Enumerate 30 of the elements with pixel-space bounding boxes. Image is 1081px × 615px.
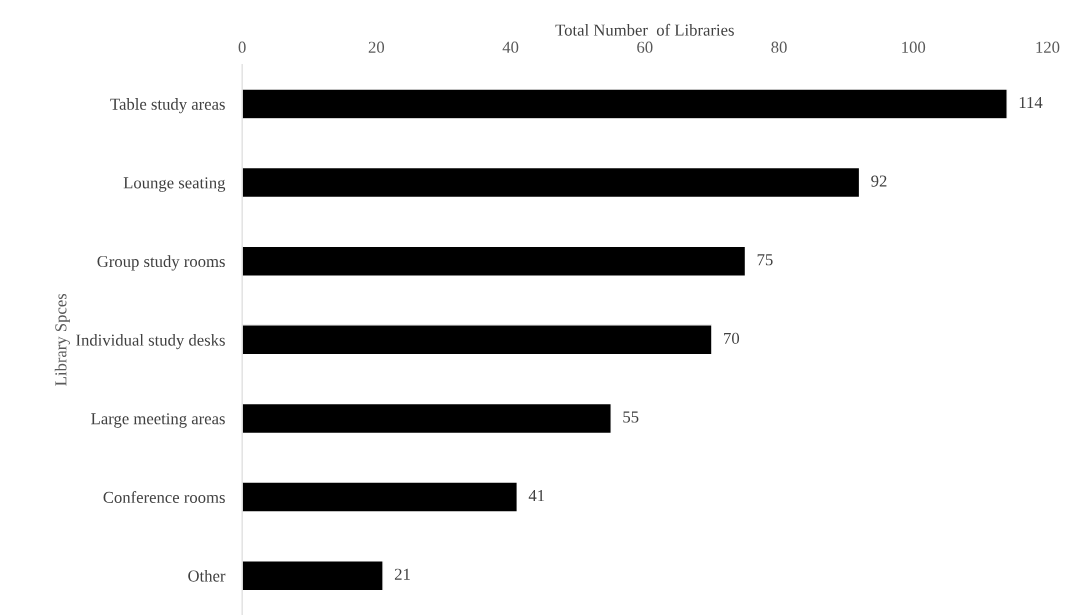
data-label: 21 <box>394 568 410 580</box>
data-label: 70 <box>724 332 740 344</box>
bar <box>242 245 747 277</box>
x-tick-label: 20 <box>368 41 385 53</box>
x-tick-label: 40 <box>502 41 519 53</box>
x-tick-label: 0 <box>238 41 246 53</box>
data-label: 75 <box>757 254 773 266</box>
bar <box>242 402 612 435</box>
y-tick-label: Conference rooms <box>103 491 225 503</box>
y-tick-label: Individual study desks <box>76 334 225 350</box>
bar <box>242 324 713 356</box>
data-label: 114 <box>1019 96 1043 108</box>
x-axis-title: Total Number of Libraries <box>555 23 734 36</box>
y-tick-label: Other <box>188 569 226 582</box>
x-tick-label: 60 <box>637 41 653 53</box>
y-tick-label: Large meeting areas <box>91 413 225 428</box>
y-axis-title: Library Spces <box>54 293 70 386</box>
y-tick-label: Table study areas <box>110 98 225 114</box>
data-label: 92 <box>871 175 887 187</box>
y-tick-label: Lounge seating <box>123 177 226 192</box>
x-tick-label: 100 <box>902 41 926 53</box>
bar <box>242 166 861 199</box>
data-label: 55 <box>623 411 639 423</box>
x-tick-label: 120 <box>1036 41 1060 53</box>
data-label: 41 <box>528 490 545 502</box>
bar <box>242 481 518 513</box>
x-tick-label: 80 <box>771 41 787 53</box>
y-tick-label: Group study rooms <box>97 255 225 271</box>
bar <box>242 560 384 592</box>
bar <box>242 88 1008 120</box>
